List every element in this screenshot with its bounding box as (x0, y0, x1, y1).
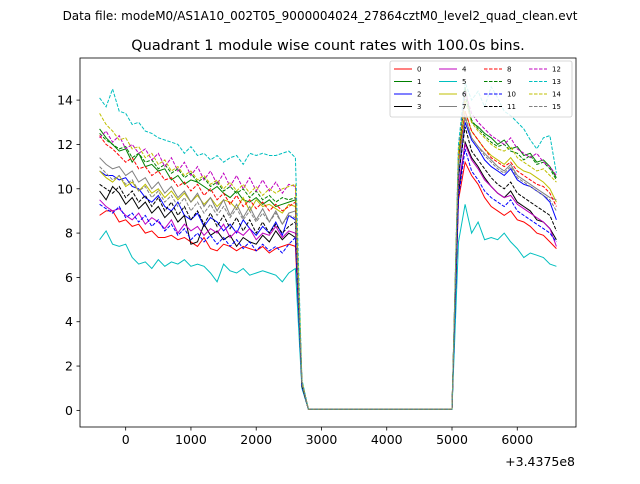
legend-label-13: 13 (552, 78, 561, 86)
y-tick-label-4: 4 (65, 314, 73, 329)
legend-label-8: 8 (507, 66, 511, 74)
y-tick-label-2: 2 (65, 359, 73, 374)
legend-label-3: 3 (417, 103, 421, 111)
y-tick-label-8: 8 (65, 226, 73, 241)
x-tick-label-4000: 4000 (371, 432, 403, 447)
y-tick-label-12: 12 (57, 137, 73, 152)
series-layer (99, 82, 557, 410)
series-line-11 (99, 126, 557, 410)
legend-label-7: 7 (462, 103, 466, 111)
legend-label-5: 5 (462, 78, 466, 86)
chart-title: Quadrant 1 module wise count rates with … (131, 38, 525, 54)
series-line-15 (99, 115, 557, 410)
legend-label-1: 1 (417, 78, 421, 86)
legend-label-10: 10 (507, 91, 516, 99)
legend-label-0: 0 (417, 66, 421, 74)
y-tick-label-14: 14 (57, 93, 73, 108)
legend-label-9: 9 (507, 78, 511, 86)
legend-label-12: 12 (552, 66, 561, 74)
y-tick-label-10: 10 (57, 181, 73, 196)
y-tick-label-6: 6 (65, 270, 73, 285)
x-tick-label-5000: 5000 (436, 432, 468, 447)
series-line-8 (99, 111, 557, 410)
legend-box (389, 60, 573, 118)
y-tick-label-0: 0 (65, 403, 73, 418)
legend-label-6: 6 (462, 91, 467, 99)
x-tick-label-1000: 1000 (175, 432, 207, 447)
series-line-9 (99, 95, 557, 410)
legend-label-2: 2 (417, 91, 421, 99)
legend-label-14: 14 (552, 91, 561, 99)
suptitle: Data file: modeM0/AS1A10_002T05_90000040… (63, 9, 578, 23)
series-line-14 (99, 99, 557, 410)
legend-label-11: 11 (507, 103, 516, 111)
x-offset-label: +3.4375e8 (505, 454, 575, 469)
plot-frame (79, 57, 577, 428)
x-tick-label-3000: 3000 (306, 432, 338, 447)
legend-label-4: 4 (462, 66, 467, 74)
x-tick-label-0: 0 (122, 432, 130, 447)
legend-label-15: 15 (552, 103, 561, 111)
x-tick-label-2000: 2000 (240, 432, 272, 447)
x-tick-label-6000: 6000 (501, 432, 533, 447)
